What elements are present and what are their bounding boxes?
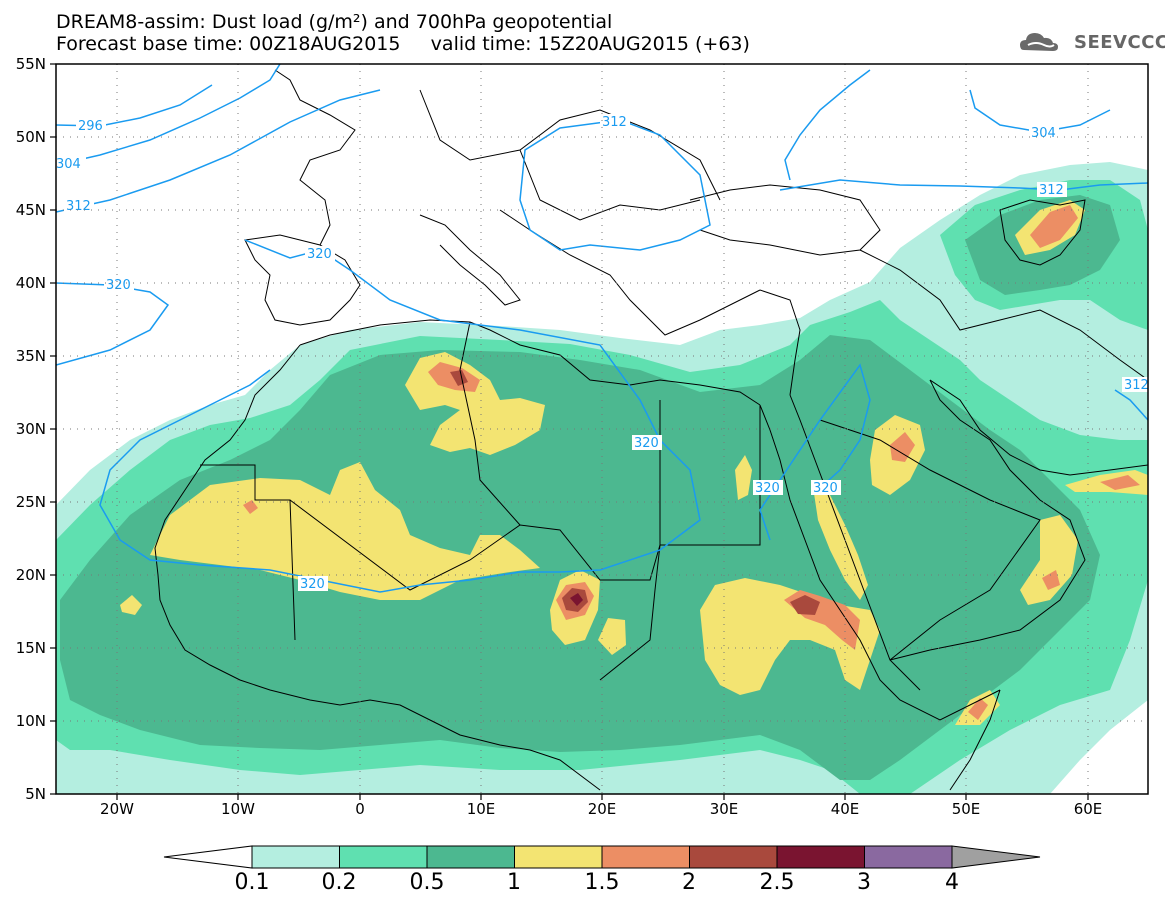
contour-312-west <box>56 89 381 213</box>
contour-label: 312 <box>1124 378 1149 393</box>
dust-region-1-egypt <box>735 455 752 500</box>
border-sahara-4 <box>599 400 661 681</box>
colorbar-label: 0.2 <box>321 870 357 895</box>
coast-west-africa <box>154 344 601 791</box>
dust-region-1.5-somalia <box>968 698 988 720</box>
contour-label: 320 <box>307 247 332 262</box>
border-asia <box>859 249 1148 381</box>
coast-italy <box>419 214 521 306</box>
contour-label: 320 <box>106 278 131 293</box>
lat-label: 25N <box>15 493 46 511</box>
dust-region-1.5-pakistan <box>1100 475 1140 490</box>
lat-label: 5N <box>25 785 46 803</box>
coast-north-africa <box>299 319 761 406</box>
contour-312-east <box>779 179 1148 191</box>
contour-320-main <box>99 239 701 593</box>
map-title: DREAM8-assim: Dust load (g/m²) and 700hP… <box>56 11 613 33</box>
lat-label: 55N <box>15 55 46 73</box>
lon-label: 40E <box>830 800 860 818</box>
lon-label: 0 <box>355 800 365 818</box>
lat-label: 45N <box>15 201 46 219</box>
coast-turkey-blacksea <box>689 184 881 256</box>
contour-312-europe <box>519 119 711 251</box>
border-sahara-3 <box>459 321 521 526</box>
dust-region-1-redsea <box>812 480 868 600</box>
contour-label: 304 <box>56 157 81 172</box>
lat-label: 50N <box>15 128 46 146</box>
contour-label: 312 <box>602 115 627 130</box>
coast-arabia-east <box>889 379 1086 661</box>
colorbar-label: 2 <box>682 870 696 895</box>
logo-text: SEEVCCC <box>1074 32 1165 53</box>
contour-label: 320 <box>813 481 838 496</box>
dust-region-1-oman <box>1020 515 1078 605</box>
colorbar-label: 2.5 <box>759 870 795 895</box>
lat-label: 15N <box>15 639 46 657</box>
colorbar-label: 0.1 <box>234 870 270 895</box>
coast-persian-gulf <box>929 379 1148 476</box>
coast-somalia <box>949 689 1001 791</box>
contour-label: 312 <box>66 199 91 214</box>
coast-caspian <box>999 199 1086 266</box>
contour-304-east <box>969 89 1111 133</box>
lon-label: 30E <box>709 800 739 818</box>
lat-label: 40N <box>15 274 46 292</box>
dust-region-2-sudan <box>790 595 820 615</box>
coast-levant <box>759 289 801 396</box>
contour-312-se <box>1114 389 1148 421</box>
coastlines <box>154 69 1148 791</box>
border-sahara-2 <box>289 405 761 591</box>
dust-region-0.5 <box>60 335 1100 780</box>
contour-304-west <box>56 64 281 166</box>
dust-region-1.5-caspian <box>1030 205 1078 248</box>
colorbar-label: 4 <box>945 870 959 895</box>
dust-region-1.5-saudi <box>890 432 915 462</box>
lon-label: 50E <box>951 800 981 818</box>
colorbar-label: 1 <box>507 870 521 895</box>
lat-label: 10N <box>15 712 46 730</box>
lon-label: 20E <box>587 800 617 818</box>
border-europe-2 <box>519 149 701 221</box>
dust-region-1.5-oman <box>1042 570 1060 590</box>
dust-region-2-algeria <box>450 370 468 386</box>
contour-label: 304 <box>1031 126 1056 141</box>
contour-label: 312 <box>1039 183 1064 198</box>
contour-label: 320 <box>300 577 325 592</box>
border-sahara-1 <box>200 464 296 641</box>
contour-304-ne <box>784 69 871 181</box>
lat-label: 20N <box>15 566 46 584</box>
colorbar-label: 3 <box>857 870 871 895</box>
coast-france-uk <box>274 69 356 246</box>
dust-region-1-chad2 <box>598 618 626 655</box>
lat-label: 35N <box>15 347 46 365</box>
contour-label: 320 <box>634 436 659 451</box>
lon-label: 60E <box>1073 800 1103 818</box>
lon-label: 20W <box>100 800 134 818</box>
coast-redsea-west <box>759 404 1001 721</box>
gridlines <box>56 64 1148 794</box>
dust-region-2.5-chad <box>570 593 583 606</box>
axis-ticks <box>50 63 1089 800</box>
dust-region-1-westsmall <box>120 595 142 615</box>
lat-label: 30N <box>15 420 46 438</box>
forecast-time-line: Forecast base time: 00Z18AUG2015 valid t… <box>56 33 750 55</box>
contour-labels: 296 304 312 320 312 320 320 320 320 320 … <box>56 114 1149 592</box>
contour-label: 320 <box>755 481 780 496</box>
colorbar-label: 1.5 <box>584 870 620 895</box>
colorbar-label: 0.5 <box>409 870 445 895</box>
border-arabia <box>819 419 1041 661</box>
lon-label: 10E <box>466 800 496 818</box>
dust-region-1-mauritania <box>150 462 540 600</box>
cloud-logo-icon <box>1020 33 1058 51</box>
dust-region-1.5-wsahara <box>243 500 258 514</box>
border-europe-1 <box>419 89 721 201</box>
contour-label: 296 <box>78 119 103 134</box>
lon-label: 10W <box>221 800 255 818</box>
